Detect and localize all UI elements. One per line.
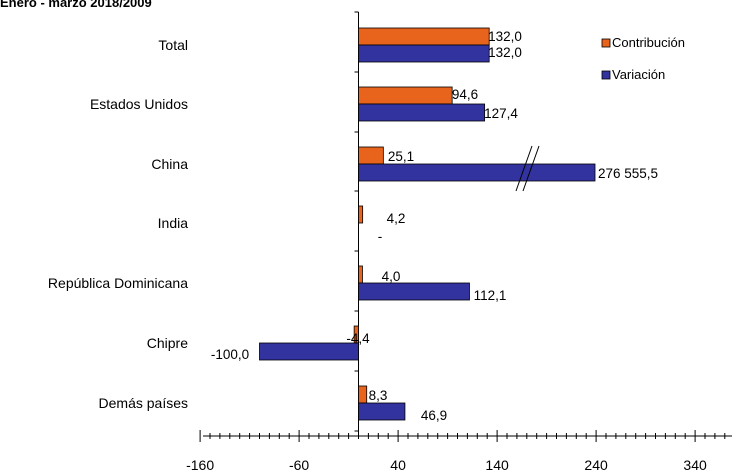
category-label-republica-dominicana: República Dominicana (48, 275, 188, 291)
data-label-contribucion-estados-unidos: 94,6 (452, 87, 478, 102)
category-label-chipre: Chipre (147, 335, 188, 351)
x-tick-label: 40 (390, 457, 406, 473)
bar-contribucion-china (358, 146, 384, 165)
data-label-variacion-demas-paises: 46,9 (421, 408, 447, 423)
chart-title: Enero - marzo 2018/2009 (0, 0, 152, 10)
category-label-india: India (158, 215, 189, 231)
x-tick-label: 240 (584, 457, 608, 473)
x-tick-label: 340 (683, 457, 707, 473)
bar-variacion-demas-paises (358, 402, 406, 421)
data-label-variacion-chipre: -100,0 (211, 347, 249, 362)
bar-contribucion-demas-paises (358, 385, 368, 404)
data-label-contribucion-chipre: -4,4 (346, 331, 370, 346)
data-label-contribucion-total: 132,0 (488, 29, 522, 44)
category-label-demas-paises: Demás países (99, 395, 188, 411)
x-tick-label: 140 (485, 457, 509, 473)
x-tick-label: -160 (186, 457, 214, 473)
category-label-total: Total (158, 37, 188, 53)
data-label-contribucion-republica-dominicana: 4,0 (382, 269, 401, 284)
category-labels: Total Estados Unidos China India República D… (48, 37, 188, 411)
bar-variacion-chipre (259, 342, 359, 361)
data-label-variacion-republica-dominicana: 112,1 (474, 288, 507, 303)
data-label-contribucion-china: 25,1 (388, 149, 414, 164)
data-label-contribucion-india: 4,2 (387, 211, 406, 226)
bar-variacion-total (358, 44, 490, 63)
bar-variacion-republica-dominicana (358, 282, 470, 301)
legend-label-contribucion: Contribución (612, 35, 685, 50)
category-label-estados-unidos: Estados Unidos (90, 96, 188, 112)
data-label-variacion-estados-unidos: 127,4 (484, 106, 518, 121)
bar-contribucion-total (358, 27, 490, 46)
bar-contribucion-india (358, 205, 364, 224)
legend-swatch-contribucion (601, 38, 611, 48)
axis-break-mark (515, 145, 533, 192)
bar-variacion-china (358, 163, 596, 182)
bar-contribucion-republica-dominicana (358, 265, 363, 284)
bar-contribucion-estados-unidos (358, 86, 453, 105)
bar-variacion-estados-unidos (358, 103, 486, 122)
legend: Contribución Variación (601, 35, 685, 82)
bars (259, 27, 596, 421)
category-label-china: China (151, 156, 188, 172)
data-label-contribucion-demas-paises: 8,3 (369, 388, 388, 403)
legend-swatch-variacion (601, 70, 611, 80)
axes: -160 -60 40 140 240 340 (186, 11, 732, 473)
axis-break-mark (522, 145, 540, 192)
data-label-variacion-china: 276 555,5 (598, 166, 658, 181)
x-tick-label: -60 (289, 457, 309, 473)
legend-label-variacion: Variación (612, 67, 665, 82)
data-label-variacion-india: - (378, 229, 383, 244)
data-label-variacion-total: 132,0 (488, 45, 522, 60)
